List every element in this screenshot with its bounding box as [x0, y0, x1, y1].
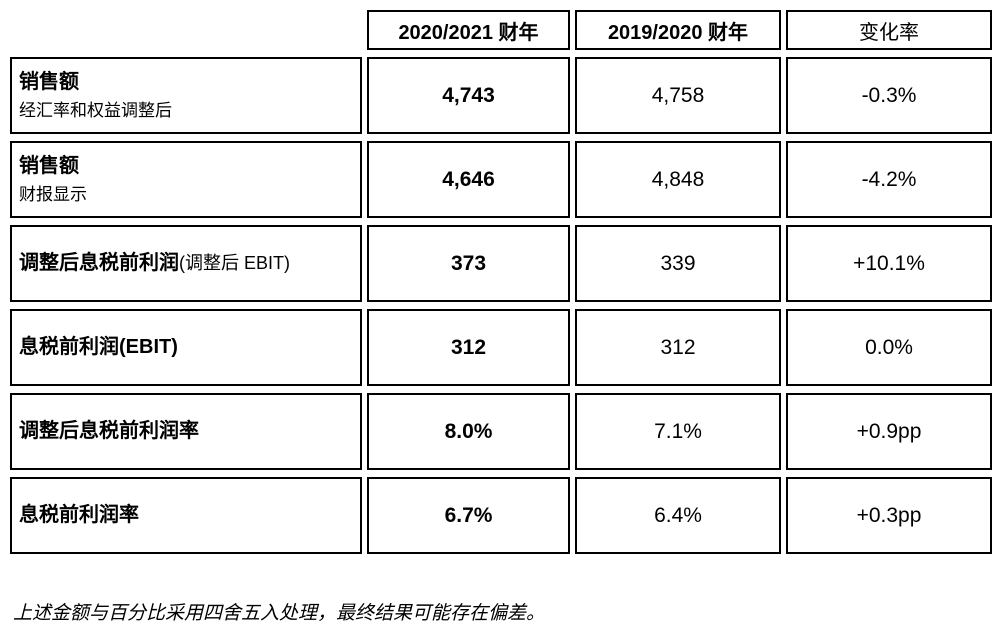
value-change-rate: 0.0% [786, 309, 992, 386]
value-change-rate: +10.1% [786, 225, 992, 302]
value-fy-current: 8.0% [367, 393, 570, 470]
header-fy-previous: 2019/2020 财年 [575, 10, 781, 50]
value-fy-previous: 7.1% [575, 393, 781, 470]
row-label-sub: 经汇率和权益调整后 [19, 100, 172, 120]
value-change-rate: +0.3pp [786, 477, 992, 554]
value-fy-current: 4,743 [367, 57, 570, 134]
row-label-ebit-margin: 息税前利润率 [10, 477, 362, 554]
row-label-sub: 财报显示 [19, 184, 87, 204]
value-change-rate: -0.3% [786, 57, 992, 134]
value-change-rate: +0.9pp [786, 393, 992, 470]
row-label-sales-adjusted: 销售额 经汇率和权益调整后 [10, 57, 362, 134]
row-label-main: 调整后息税前利润(调整后 EBIT) [19, 248, 290, 279]
header-empty-cell [10, 10, 362, 50]
row-label-adjusted-ebit-margin: 调整后息税前利润率 [10, 393, 362, 470]
value-change-rate: -4.2% [786, 141, 992, 218]
value-fy-previous: 339 [575, 225, 781, 302]
value-fy-current: 6.7% [367, 477, 570, 554]
row-label-main: 调整后息税前利润率 [19, 420, 199, 442]
value-fy-current: 373 [367, 225, 570, 302]
row-label-main: 息税前利润率 [19, 504, 139, 526]
row-label-main: 销售额 [19, 70, 79, 93]
row-label-sales-reported: 销售额 财报显示 [10, 141, 362, 218]
header-fy-current: 2020/2021 财年 [367, 10, 570, 50]
row-label-ebit: 息税前利润(EBIT) [10, 309, 362, 386]
financial-results-table: 2020/2021 财年 2019/2020 财年 变化率 销售额 经汇率和权益… [10, 10, 992, 554]
value-fy-current: 312 [367, 309, 570, 386]
rounding-footnote: 上述金额与百分比采用四舍五入处理，最终结果可能存在偏差。 [13, 603, 546, 624]
value-fy-previous: 6.4% [575, 477, 781, 554]
value-fy-previous: 4,848 [575, 141, 781, 218]
value-fy-previous: 4,758 [575, 57, 781, 134]
row-label-text: 调整后息税前利润 [19, 252, 179, 274]
value-fy-current: 4,646 [367, 141, 570, 218]
header-change-rate: 变化率 [786, 10, 992, 50]
row-label-suffix: (调整后 EBIT) [179, 253, 290, 273]
value-fy-previous: 312 [575, 309, 781, 386]
row-label-adjusted-ebit: 调整后息税前利润(调整后 EBIT) [10, 225, 362, 302]
row-label-main: 息税前利润(EBIT) [19, 336, 178, 358]
row-label-main: 销售额 [19, 154, 79, 177]
